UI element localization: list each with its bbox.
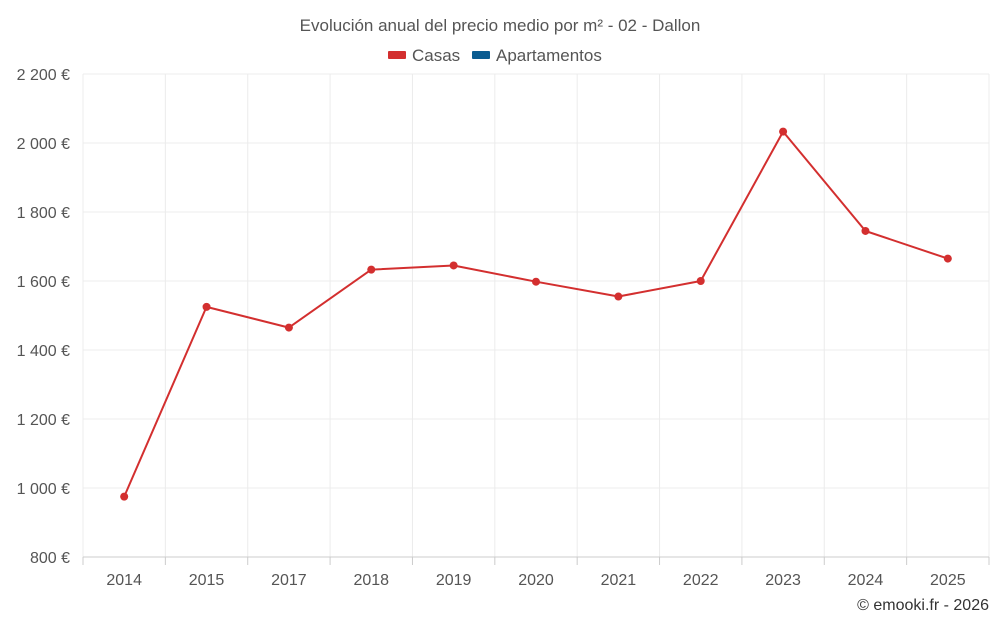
- y-tick-label: 1 600 €: [17, 274, 70, 291]
- legend: Casas Apartamentos: [388, 46, 602, 65]
- x-tick-label: 2023: [765, 572, 801, 589]
- x-tick-label: 2025: [930, 572, 966, 589]
- legend-item-casas[interactable]: Casas: [388, 46, 460, 65]
- data-point-casas[interactable]: [120, 492, 129, 501]
- x-tick-label: 2014: [106, 572, 142, 589]
- credit-text: © emooki.fr - 2026: [857, 597, 989, 614]
- y-tick-label: 1 000 €: [17, 481, 70, 498]
- chart-title: Evolución anual del precio medio por m² …: [300, 16, 701, 35]
- series-group: [120, 127, 952, 501]
- legend-swatch-apartamentos: [472, 51, 490, 59]
- data-point-casas[interactable]: [449, 261, 458, 270]
- x-tick-label: 2015: [189, 572, 225, 589]
- data-point-casas[interactable]: [943, 254, 952, 263]
- y-axis: 800 € 1 000 € 1 200 € 1 400 € 1 600 € 1 800 €…: [17, 67, 70, 567]
- data-point-casas[interactable]: [532, 277, 540, 286]
- x-tick-label: 2024: [848, 572, 884, 589]
- data-point-casas[interactable]: [202, 302, 211, 311]
- data-point-casas[interactable]: [284, 323, 293, 332]
- y-tick-label: 1 400 €: [17, 343, 70, 360]
- grid: [82, 73, 990, 557]
- x-tick-label: 2019: [436, 572, 472, 589]
- data-point-casas[interactable]: [779, 127, 788, 136]
- data-point-casas[interactable]: [614, 292, 623, 301]
- y-tick-label: 2 200 €: [17, 67, 70, 84]
- data-point-casas[interactable]: [861, 226, 870, 235]
- x-tick-label: 2017: [271, 572, 307, 589]
- legend-label-casas: Casas: [412, 46, 460, 65]
- y-tick-label: 2 000 €: [17, 136, 70, 153]
- legend-label-apartamentos: Apartamentos: [496, 46, 602, 65]
- legend-swatch-casas: [388, 51, 406, 59]
- x-axis: 2014 2015 2017 2018 2019 2020 2021 2022 2023 2024…: [82, 556, 990, 589]
- data-point-casas[interactable]: [696, 277, 705, 285]
- x-tick-label: 2020: [518, 572, 554, 589]
- y-tick-label: 1 200 €: [17, 412, 70, 429]
- y-tick-label: 800 €: [30, 550, 70, 567]
- x-tick-label: 2021: [601, 572, 637, 589]
- x-tick-label: 2018: [353, 572, 389, 589]
- legend-item-apartamentos[interactable]: Apartamentos: [472, 46, 602, 65]
- data-point-casas[interactable]: [367, 265, 376, 274]
- x-tick-label: 2022: [683, 572, 719, 589]
- y-tick-label: 1 800 €: [17, 205, 70, 222]
